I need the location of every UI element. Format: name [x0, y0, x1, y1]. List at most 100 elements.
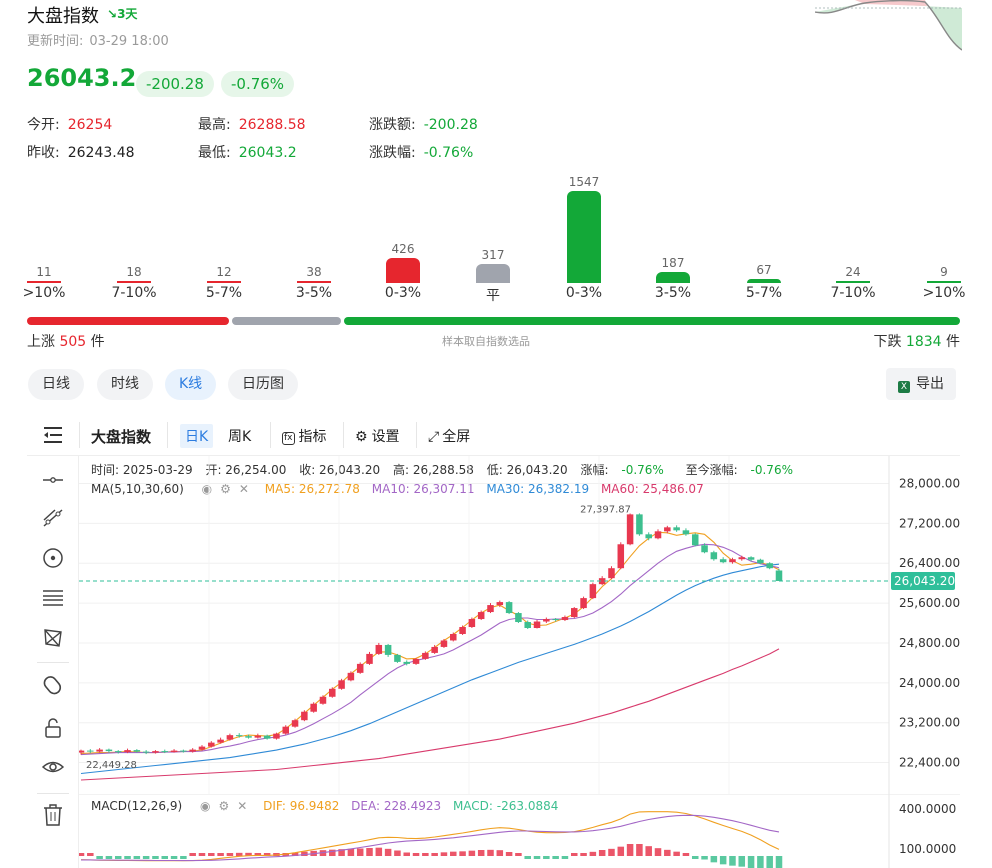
macd-hist-value: MACD: -263.0884	[452, 799, 559, 813]
macd-histogram-bar	[356, 848, 364, 856]
macd-histogram-bar	[170, 856, 178, 859]
eye-icon[interactable]	[41, 755, 65, 779]
macd-close-icon[interactable]: ✕	[237, 799, 248, 813]
macd-histogram-bar	[105, 856, 113, 859]
y-axis-tick: 25,600.00	[899, 596, 960, 610]
export-button[interactable]: X 导出	[886, 368, 956, 400]
tab-kline[interactable]: K线	[165, 369, 217, 400]
macd-histogram-bar	[719, 856, 727, 865]
dist-label: 0-3%	[565, 285, 603, 301]
trend-line-tool-icon[interactable]	[41, 506, 65, 530]
macd-legend-label: MACD(12,26,9)	[91, 799, 183, 813]
macd-histogram-bar	[384, 848, 392, 856]
macd-histogram-bar	[459, 851, 466, 856]
dist-bar	[27, 281, 61, 283]
period-daily-button[interactable]: 日K	[180, 424, 214, 448]
up-count-value: 505	[59, 334, 87, 350]
current-price-tag	[891, 571, 955, 590]
candle-body	[189, 749, 196, 752]
horizontal-line-tool-icon[interactable]	[41, 468, 65, 492]
fullscreen-button[interactable]: ⤢ 全屏	[428, 426, 470, 446]
candle-body	[282, 726, 290, 734]
stat-low: 最低: 26043.2	[198, 142, 297, 162]
dist-count: 67	[756, 263, 772, 277]
macd-visibility-icon[interactable]: ◉	[199, 799, 211, 813]
breadth-bar-down	[344, 317, 960, 325]
ma-settings-icon[interactable]: ⚙	[220, 482, 231, 496]
info-cumulative-value: -0.76%	[750, 463, 793, 477]
excel-icon: X	[898, 381, 910, 393]
current-price: 26043.2	[27, 64, 137, 92]
y-axis-tick: 22,400.00	[899, 756, 960, 770]
dist-count: 317	[481, 248, 505, 263]
settings-button[interactable]: ⚙ 设置	[355, 426, 400, 446]
dist-count: 1547	[568, 175, 600, 189]
ma-visibility-icon[interactable]: ◉	[201, 482, 213, 496]
candle-body	[254, 735, 262, 738]
unlock-icon[interactable]	[41, 716, 65, 740]
dist-count: 11	[36, 265, 52, 279]
up-count: 上涨 505 件	[27, 331, 105, 351]
candle-body	[691, 534, 699, 546]
candle-body	[459, 627, 466, 634]
macd-settings-icon[interactable]: ⚙	[218, 799, 230, 813]
macd-histogram-bar	[561, 856, 569, 859]
macd-histogram-bar	[347, 848, 355, 856]
stat-low-value: 26043.2	[238, 145, 297, 161]
collapse-menu-icon[interactable]	[42, 425, 64, 445]
macd-histogram-bar	[245, 852, 252, 856]
stat-high: 最高: 26288.58	[198, 114, 306, 134]
stat-open: 今开: 26254	[27, 114, 112, 134]
fibonacci-tool-icon[interactable]	[41, 586, 65, 610]
candle-body	[152, 751, 159, 753]
macd-histogram-bar	[747, 856, 755, 868]
macd-histogram-bar	[766, 856, 773, 868]
kline-chart[interactable]: 28,000.00 27,200.00 26,400.00 25,600.00 24,8…	[79, 456, 960, 794]
candle-body	[217, 739, 224, 743]
ohlc-info: 时间: 2025-03-29 开: 26,254.00 收: 26,043.20…	[91, 461, 811, 478]
macd-chart[interactable]: 400.0000 100.0000	[79, 794, 960, 868]
dist-label: 3-5%	[295, 284, 333, 301]
candle-body	[701, 545, 708, 553]
ma10-line	[80, 543, 780, 756]
period-weekly-button[interactable]: 周K	[228, 429, 252, 445]
update-time-label: 更新时间:	[27, 34, 84, 49]
dist-label: 7-10%	[111, 285, 157, 301]
candle-body	[235, 735, 243, 737]
candle-body	[301, 711, 308, 721]
indicator-button-label: 指标	[298, 429, 327, 445]
candle-body	[338, 680, 345, 689]
magnet-icon[interactable]	[41, 674, 65, 698]
indicator-button[interactable]: fx 指标	[282, 426, 327, 446]
candle-body	[356, 663, 364, 673]
stat-change-rate-label: 涨跌幅:	[369, 145, 416, 161]
trash-icon[interactable]	[41, 803, 65, 827]
ma60-value: MA60: 25,486.07	[600, 482, 704, 496]
macd-histogram-bar	[403, 852, 410, 856]
tab-calendar[interactable]: 日历图	[228, 369, 298, 400]
macd-histogram-bar	[589, 851, 597, 856]
dist-count: 18	[126, 265, 142, 279]
candle-body	[273, 733, 280, 739]
candle-body	[580, 598, 587, 609]
candle-body	[645, 534, 652, 539]
y-axis-tick: 24,800.00	[899, 636, 960, 650]
macd-histogram-bar	[552, 856, 559, 859]
macd-histogram-bar	[124, 856, 131, 859]
min-price-label: 22,449.28	[86, 760, 137, 771]
toolbar-divider	[416, 422, 417, 448]
circle-tool-icon[interactable]	[41, 546, 65, 570]
trend-badge-label: 3天	[117, 7, 138, 21]
macd-histogram-bar	[608, 848, 615, 856]
macd-histogram-bar	[505, 852, 513, 856]
info-change: 涨幅: -0.76%	[581, 463, 673, 477]
tab-daily-line[interactable]: 日线	[28, 369, 84, 400]
candle-body	[96, 749, 103, 752]
candle-body	[589, 584, 597, 599]
dist-column: 187 3-5%	[633, 256, 713, 301]
dist-label: 5-7%	[745, 284, 783, 301]
polygon-tool-icon[interactable]	[41, 626, 65, 650]
ma-close-icon[interactable]: ✕	[238, 482, 249, 496]
ma30-value: MA30: 26,382.19	[486, 482, 590, 496]
tab-hourly-line[interactable]: 时线	[97, 369, 153, 400]
